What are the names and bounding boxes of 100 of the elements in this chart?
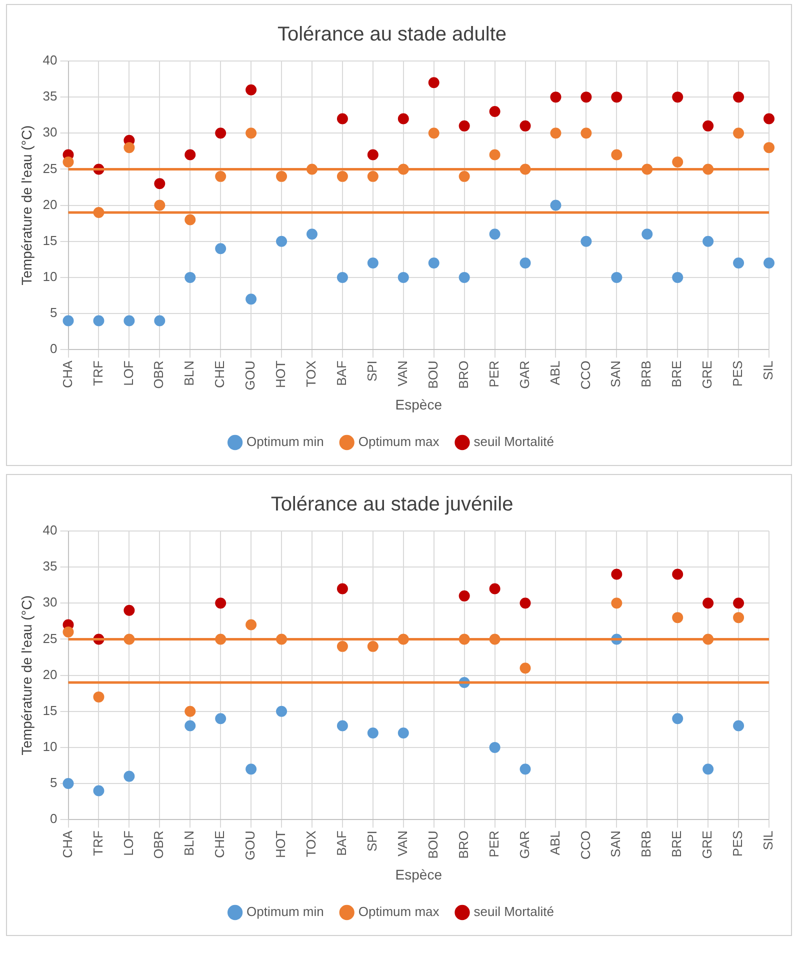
point [398,728,409,739]
legend-label: Optimum max [358,904,440,920]
point [702,120,714,132]
y-tick-label: 40 [42,52,58,68]
point [672,272,684,283]
point [398,113,409,124]
y-tick-label: 5 [50,305,58,320]
point [520,258,531,269]
point [458,170,470,182]
legend-label: Optimum min [246,434,324,450]
y-tick-label: 35 [42,558,58,574]
x-tick-label: CHA [60,830,75,858]
x-tick-label: BLN [182,830,197,856]
legend-label: seuil Mortalité [474,904,554,920]
y-tick-label: 40 [42,522,58,538]
x-tick-label: GOU [242,360,258,390]
point [733,720,744,732]
x-tick-label: PES [730,360,746,387]
point [580,236,592,247]
point [764,258,774,269]
point [611,568,622,580]
point [336,720,348,732]
x-tick-label: HOT [273,360,288,388]
point [489,742,500,753]
point [367,149,378,160]
x-tick-label: PER [486,360,502,388]
point [672,156,684,168]
y-tick-label: 10 [42,739,58,754]
point [336,640,348,652]
point [733,128,744,139]
x-tick-label: LOF [120,830,136,856]
y-tick-label: 15 [42,232,58,248]
point [246,764,257,775]
point [184,149,196,160]
x-tick-label: BAF [334,360,350,386]
point [458,590,470,602]
point [215,598,226,609]
chart-title: Tolérance au stade adulte [277,24,507,46]
x-tick-label: BRB [638,360,654,388]
point [520,598,531,609]
point [246,619,257,630]
x-axis-title: Espèce [395,396,442,412]
point [124,142,135,154]
point [154,315,166,326]
point [215,128,226,139]
point [550,92,562,103]
x-tick-label: PER [486,830,502,858]
x-tick-label: ABL [547,830,562,856]
point [672,713,684,724]
x-tick-label: GOU [242,830,258,860]
point [642,228,653,240]
y-tick-label: 30 [42,124,58,140]
y-tick-label: 35 [42,88,58,104]
point [124,315,135,326]
x-tick-label: GRE [700,830,715,859]
x-tick-label: BAF [334,830,350,856]
x-tick-label: OBR [151,830,166,859]
point [733,258,744,269]
point [611,92,622,103]
y-tick-label: 15 [42,702,58,718]
point [702,236,714,247]
x-tick-label: TOX [304,360,319,388]
point [428,77,440,88]
point [276,170,288,182]
point [520,120,531,132]
y-tick-label: 30 [42,594,58,610]
point [672,612,684,624]
point [62,626,74,638]
x-tick-label: SPI [364,830,380,852]
x-tick-label: CHE [212,830,228,858]
point [611,598,622,609]
legend-label: seuil Mortalité [474,434,554,450]
x-tick-label: CHE [212,360,228,388]
point [184,272,196,283]
x-tick-label: VAN [394,360,410,386]
point [702,598,714,609]
y-tick-label: 20 [42,666,58,682]
y-tick-label: 25 [42,630,58,646]
point [367,170,378,182]
x-tick-label: BRE [669,830,684,858]
point [367,258,378,269]
point [764,142,774,154]
point [336,113,348,124]
point [672,568,684,580]
x-tick-label: GAR [516,360,532,389]
x-tick-label: SAN [608,360,624,388]
point [124,604,135,616]
point [550,128,562,139]
point [733,598,744,609]
point [62,315,74,326]
point [215,170,226,182]
point [93,315,104,326]
x-tick-label: SIL [760,360,776,380]
point [154,200,166,211]
point [246,128,257,139]
point [489,149,500,160]
x-tick-label: OBR [151,360,166,389]
x-tick-label: VAN [394,830,410,856]
point [580,92,592,103]
x-tick-label: SIL [760,830,776,850]
